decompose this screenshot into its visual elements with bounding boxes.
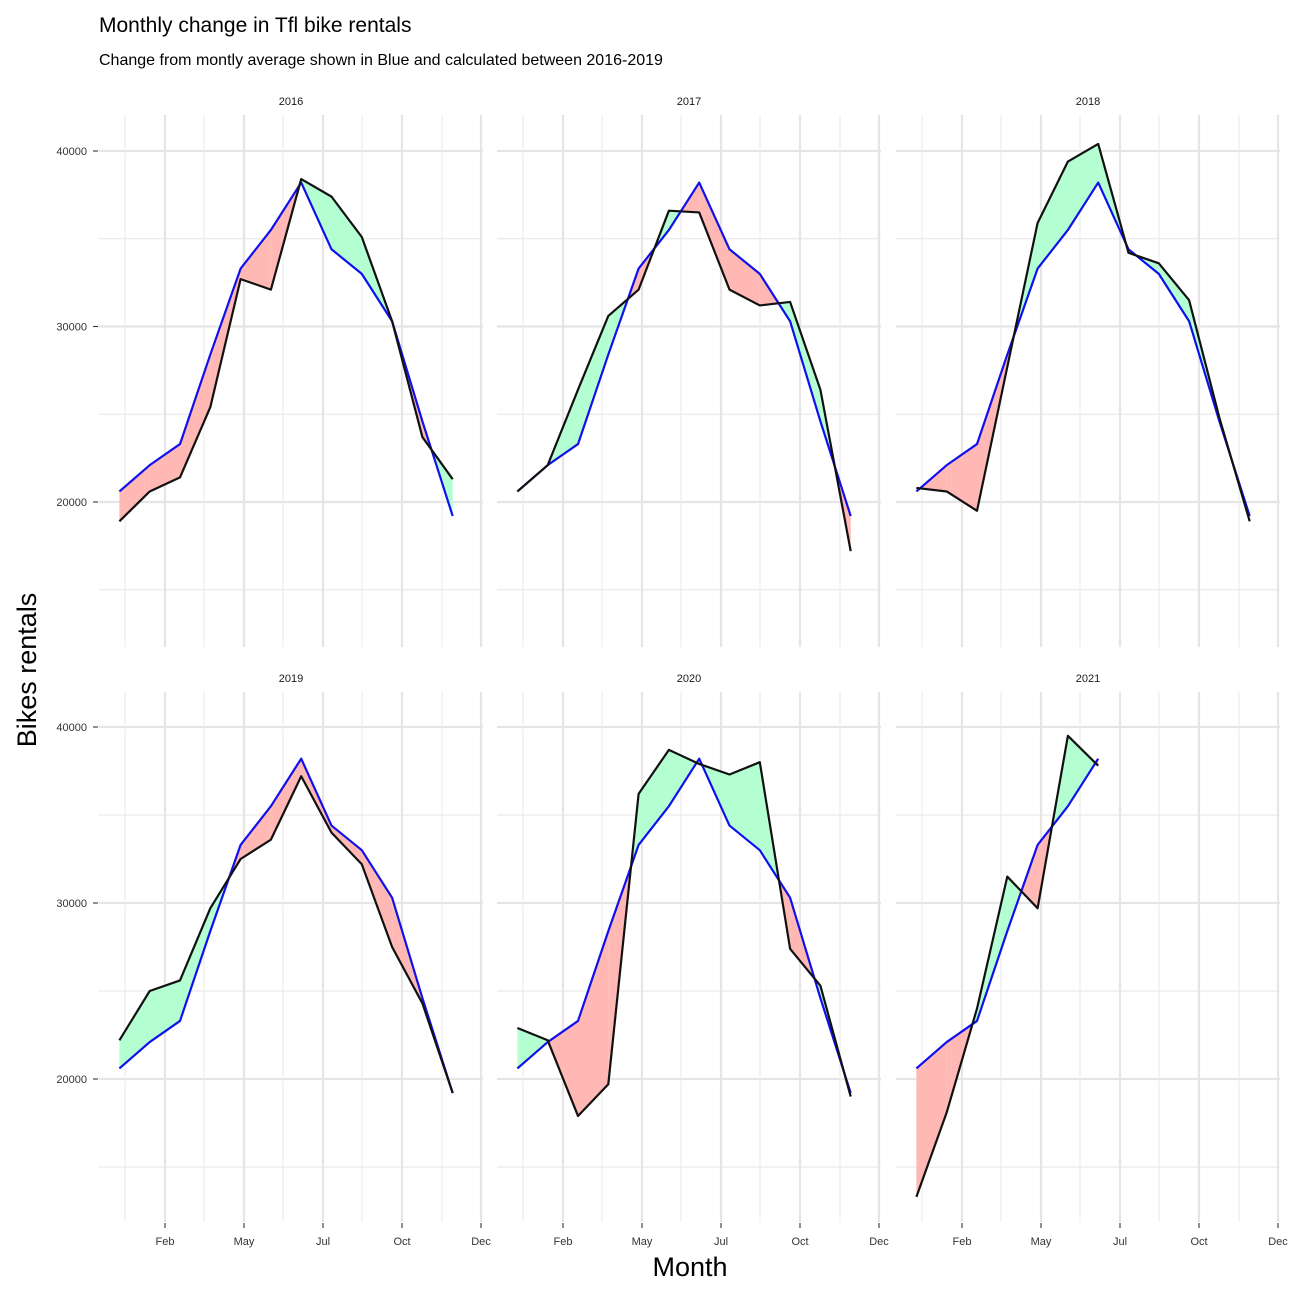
x-axis-title: Month <box>652 1252 727 1282</box>
strip-label: 2017 <box>677 96 701 108</box>
difference-area <box>548 1020 578 1116</box>
x-tick-label: Jul <box>1113 1236 1127 1248</box>
y-tick-label: 30000 <box>56 322 87 334</box>
average-line <box>915 181 1251 517</box>
x-tick-label: Dec <box>471 1236 491 1248</box>
panel-2016: 2016 20000 30000 40000 <box>56 96 483 647</box>
difference-area <box>668 749 697 807</box>
actual-line <box>118 177 454 523</box>
strip-label: 2021 <box>1076 673 1100 685</box>
x-tick-label: Oct <box>1190 1236 1207 1248</box>
facet-panels: 2016 20000 30000 40000 2017 2018 2019 20000 3000… <box>56 96 1288 1248</box>
difference-area <box>729 762 760 851</box>
difference-area <box>578 931 609 1116</box>
y-tick-label: 30000 <box>56 898 87 910</box>
difference-area <box>1158 263 1190 322</box>
difference-area <box>119 465 150 522</box>
actual-line <box>916 142 1251 522</box>
y-tick-label: 40000 <box>56 146 87 158</box>
actual-line <box>118 775 454 1094</box>
y-tick-label: 40000 <box>56 722 87 734</box>
chart-title: Monthly change in Tfl bike rentals <box>99 14 411 37</box>
difference-area <box>790 301 821 422</box>
average-line <box>516 181 852 517</box>
panel-2018: 2018 <box>896 96 1280 647</box>
difference-area <box>180 908 211 1021</box>
average-line <box>118 757 454 1094</box>
x-tick-label: May <box>632 1236 653 1248</box>
y-tick-label: 20000 <box>56 497 87 509</box>
x-tick-label: Oct <box>791 1236 808 1248</box>
difference-area <box>1007 876 1022 932</box>
difference-area <box>699 182 730 290</box>
difference-area <box>331 825 362 865</box>
x-tick-label: Jul <box>714 1236 728 1248</box>
x-tick-label: May <box>234 1236 255 1248</box>
difference-area <box>1037 161 1068 269</box>
y-tick-label: 20000 <box>56 1074 87 1086</box>
x-tick-label: Feb <box>953 1236 972 1248</box>
difference-area <box>916 1042 947 1197</box>
chart-subtitle: Change from montly average shown in Blue… <box>99 52 663 69</box>
panel-2019: 2019 20000 30000 40000 Feb May Jul Oct Dec <box>56 673 491 1248</box>
difference-area <box>1021 844 1038 909</box>
difference-area <box>149 980 180 1043</box>
difference-area <box>1067 735 1096 807</box>
strip-label: 2018 <box>1076 96 1100 108</box>
average-line <box>516 757 852 1094</box>
x-tick-label: Dec <box>1268 1236 1288 1248</box>
x-tick-label: Dec <box>869 1236 889 1248</box>
x-tick-label: Feb <box>554 1236 573 1248</box>
panel-2017: 2017 <box>497 96 881 647</box>
strip-label: 2020 <box>677 673 701 685</box>
difference-area <box>729 249 760 306</box>
difference-area <box>1067 143 1099 230</box>
panel-2020: 2020 Feb May Jul Oct Dec <box>497 673 889 1248</box>
difference-area <box>638 749 669 845</box>
x-tick-label: Oct <box>393 1236 410 1248</box>
difference-area <box>578 315 609 445</box>
y-axis-title: Bikes rentals <box>12 593 42 748</box>
difference-area <box>240 806 271 859</box>
x-tick-label: Jul <box>316 1236 330 1248</box>
x-tick-label: May <box>1031 1236 1052 1248</box>
difference-area <box>119 991 150 1069</box>
x-tick-label: Feb <box>156 1236 175 1248</box>
panel-2021: 2021 Feb May Jul Oct Dec <box>896 673 1288 1248</box>
actual-line <box>915 734 1099 1198</box>
strip-label: 2019 <box>279 673 303 685</box>
difference-area <box>270 758 302 840</box>
actual-line <box>516 209 852 552</box>
average-line <box>915 758 1100 1070</box>
difference-area <box>361 850 393 947</box>
difference-area <box>240 229 271 290</box>
actual-line <box>516 748 852 1118</box>
strip-label: 2016 <box>279 96 303 108</box>
difference-area <box>180 354 211 478</box>
difference-area <box>149 444 180 492</box>
